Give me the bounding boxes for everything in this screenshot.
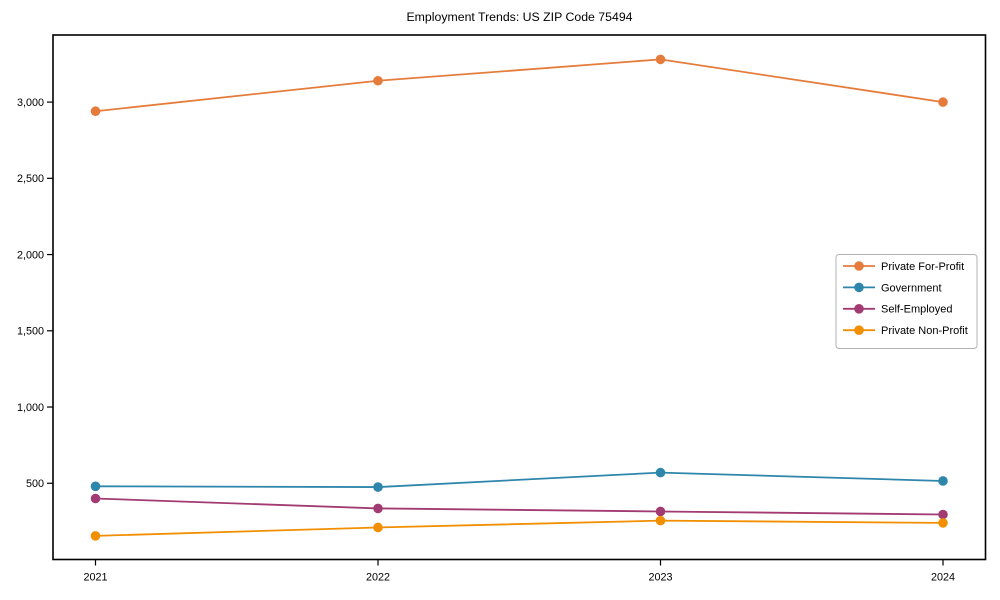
data-point-private-for-profit [373,75,383,86]
data-point-government [938,476,948,486]
x-tick-label: 2022 [366,572,390,584]
legend-label-private-for-profit: Private For-Profit [881,261,964,273]
legend-box [835,254,978,349]
legend-marker-government [854,282,864,293]
data-point-private-for-profit [655,54,666,65]
x-tick-label: 2024 [931,572,955,584]
data-point-private-non-profit [90,531,101,541]
chart-title: Employment Trends: US ZIP Code 75494 [406,10,633,24]
data-point-private-for-profit [938,97,948,107]
y-tick-label: 1,000 [17,402,44,414]
y-tick-label: 1,500 [17,326,44,338]
legend-label-self-employed: Self-Employed [881,304,953,316]
x-tick-label: 2023 [648,572,672,584]
plot-border [52,34,987,561]
data-point-government [655,467,666,478]
data-point-private-non-profit [655,515,666,526]
legend-marker-private-non-profit [854,325,864,336]
data-point-private-non-profit [938,518,948,528]
data-point-private-non-profit [373,522,383,533]
data-point-self-employed [373,503,383,514]
y-tick-label: 2,000 [17,249,44,261]
data-point-self-employed [90,493,101,504]
data-point-self-employed [938,509,948,520]
y-tick-label: 500 [26,478,44,490]
series-line-private-for-profit [95,58,944,113]
data-point-self-employed [655,506,666,517]
y-tick-label: 2,500 [17,173,44,185]
series-line-self-employed [95,497,944,516]
y-tick-label: 3,000 [17,97,44,109]
data-point-government [373,482,383,492]
data-point-private-for-profit [90,106,101,117]
x-tick-label: 2021 [83,572,107,584]
series-line-private-non-profit [95,519,944,537]
legend-label-private-non-profit: Private Non-Profit [881,325,968,337]
legend-label-government: Government [881,282,942,294]
data-point-government [90,481,101,492]
legend-marker-private-for-profit [854,261,864,271]
legend-marker-self-employed [854,304,864,314]
series-line-government [95,471,944,488]
